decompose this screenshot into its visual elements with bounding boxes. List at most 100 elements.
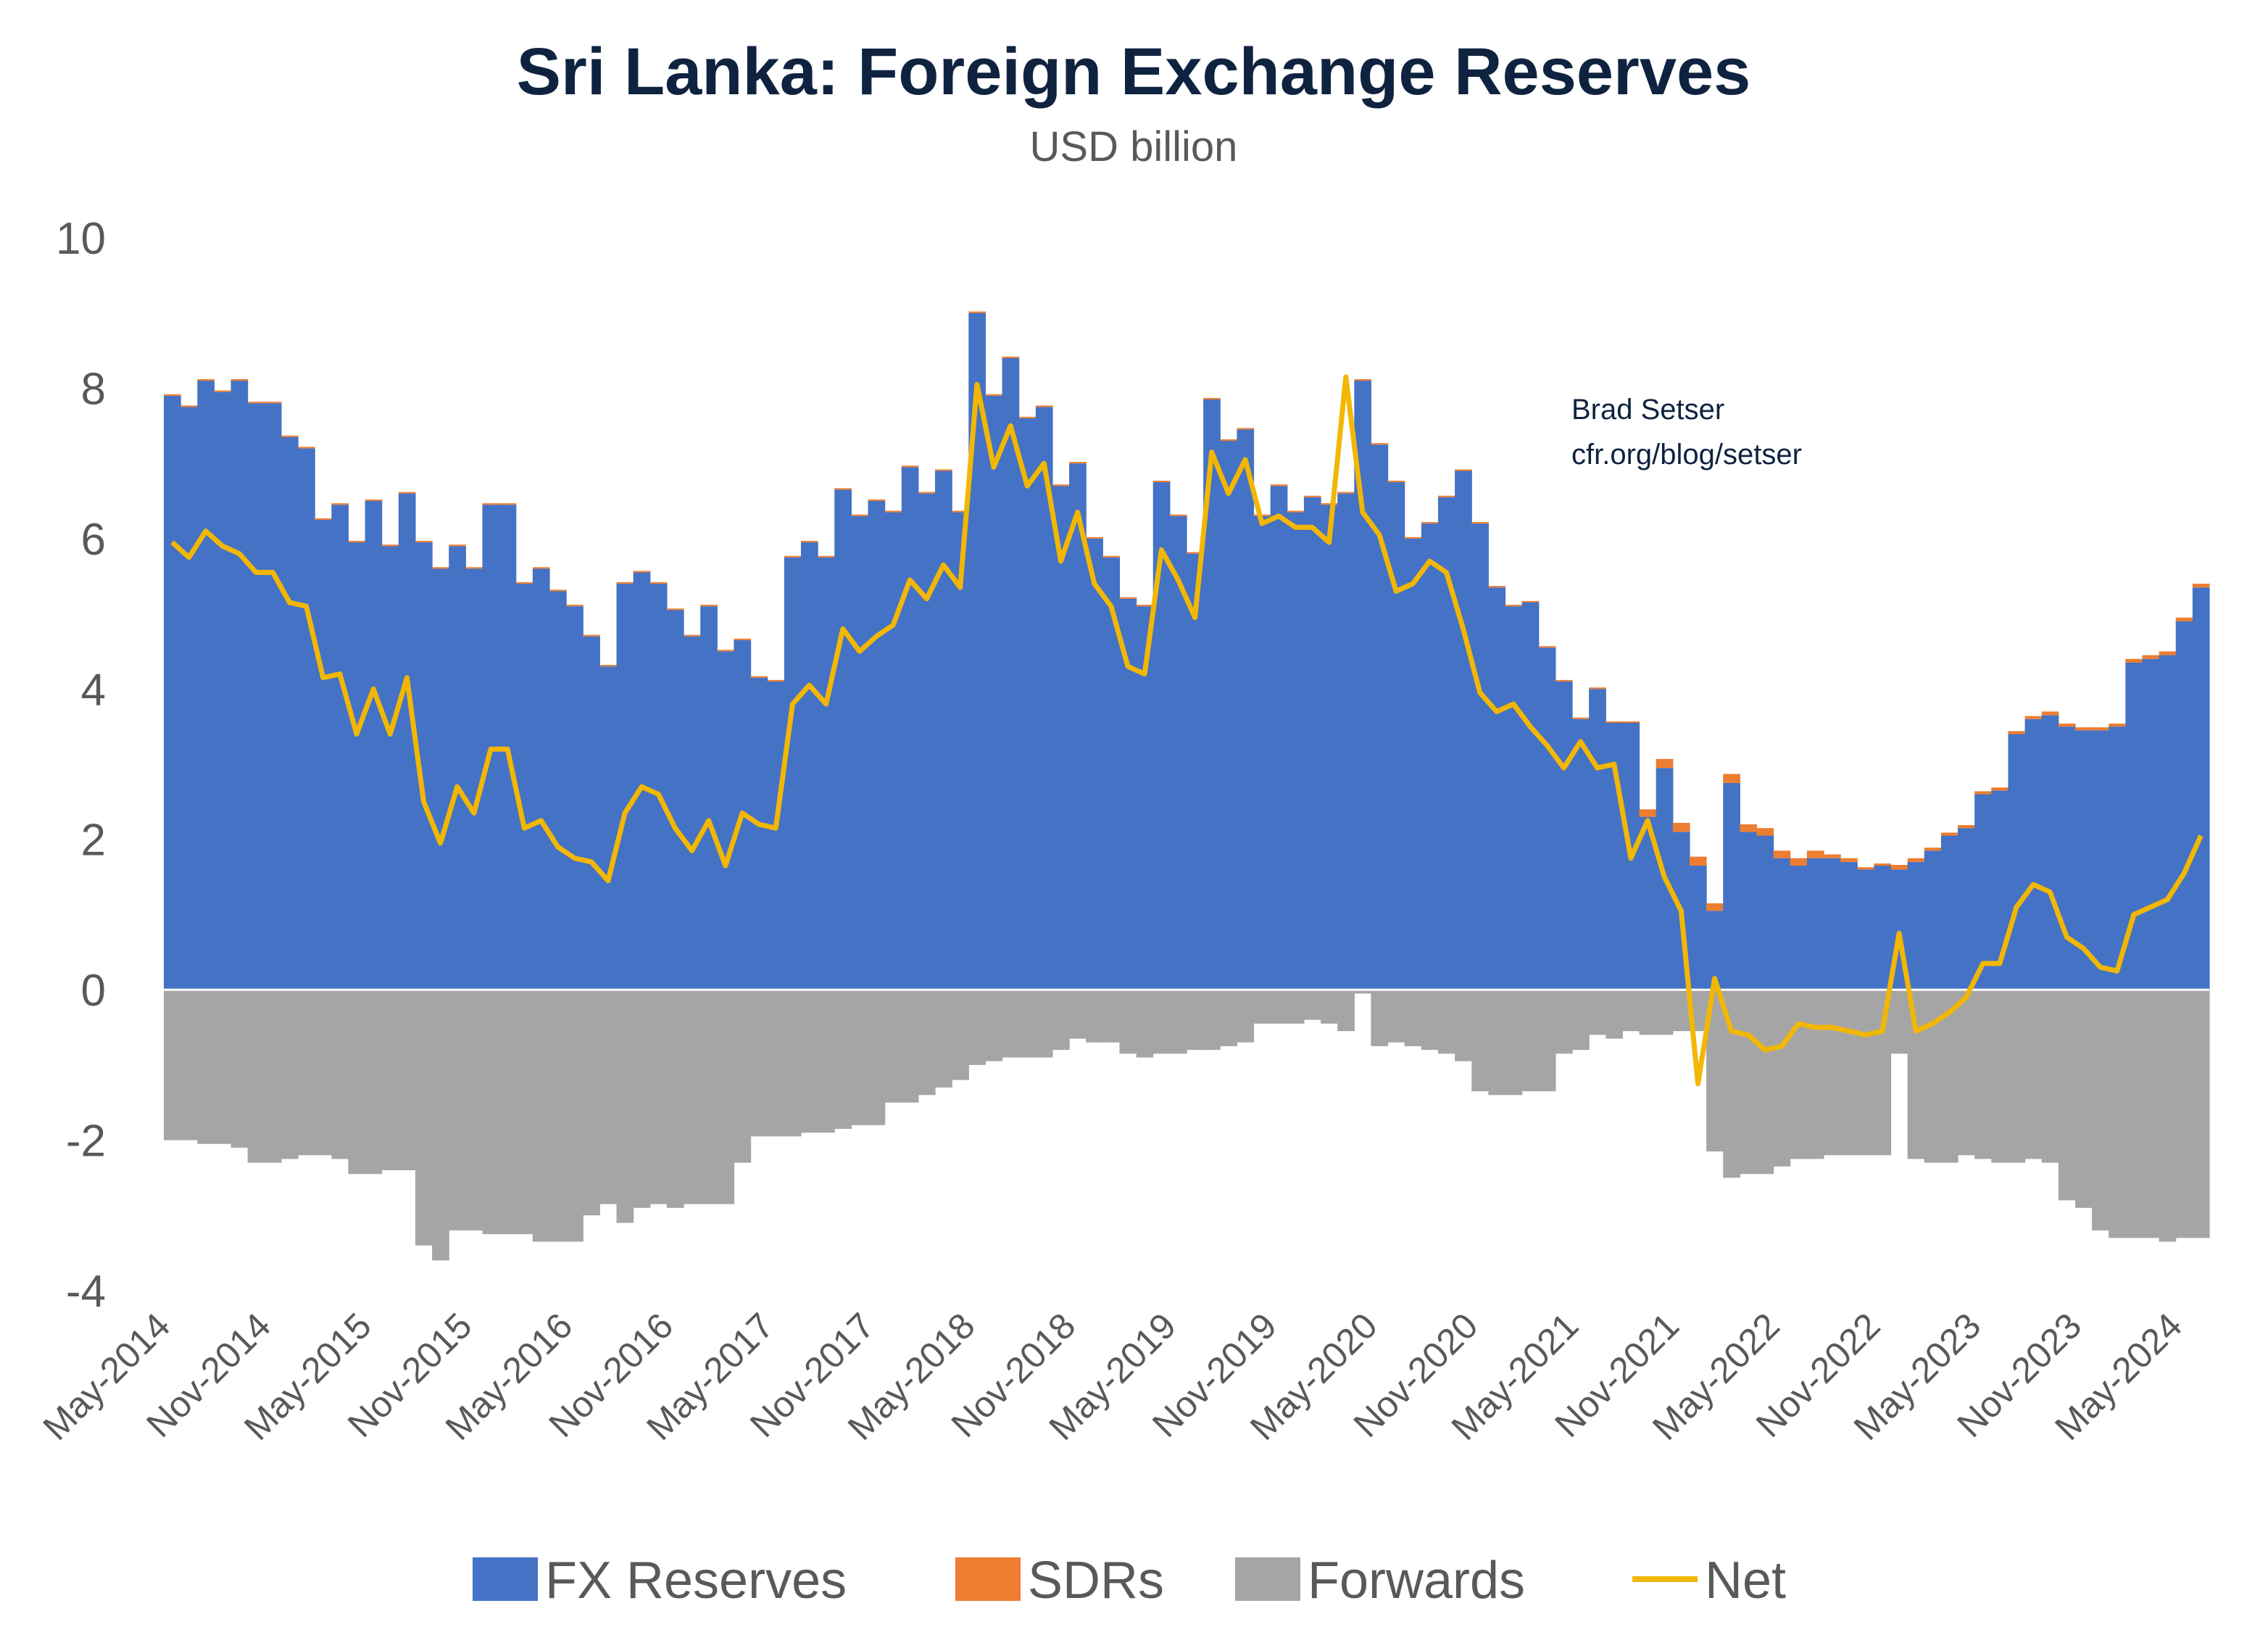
annotation-url: cfr.org/blog/setser xyxy=(1571,439,1802,471)
fx-reserves-bar xyxy=(432,568,449,990)
fx-reserves-bar xyxy=(2041,715,2059,990)
forwards-bar xyxy=(1303,990,1321,1020)
sdrs-bar xyxy=(398,492,416,494)
sdrs-bar xyxy=(1639,809,1657,817)
forwards-bar xyxy=(1756,990,1774,1175)
sdrs-bar xyxy=(449,544,466,547)
fx-reserves-bar xyxy=(1052,486,1070,990)
sdrs-bar xyxy=(684,634,701,637)
sdrs-bar xyxy=(1890,864,1908,870)
forwards-bar xyxy=(851,990,869,1125)
sdrs-bar xyxy=(767,679,785,682)
forwards-bar xyxy=(2159,990,2177,1242)
sdrs-bar xyxy=(1270,484,1288,486)
legend-swatch xyxy=(955,1557,1021,1601)
sdrs-bar xyxy=(1622,721,1640,723)
sdrs-bar xyxy=(1689,856,1707,866)
fx-reserves-bar xyxy=(1002,357,1020,990)
fx-reserves-bar xyxy=(868,501,886,990)
chart-title: Sri Lanka: Foreign Exchange Reserves xyxy=(517,35,1751,109)
sdrs-bar xyxy=(566,605,583,607)
sdrs-bar xyxy=(2041,711,2059,716)
sdrs-bar xyxy=(884,510,902,513)
sdrs-bar xyxy=(800,540,818,543)
legend-swatch xyxy=(1235,1557,1300,1601)
y-tick-label: 8 xyxy=(81,364,106,414)
y-tick-label: -4 xyxy=(66,1267,106,1317)
forwards-bar xyxy=(767,990,785,1137)
sdrs-bar xyxy=(432,567,449,569)
sdrs-bar xyxy=(818,555,835,558)
forwards-bar xyxy=(1874,990,1892,1156)
sdrs-bar xyxy=(1152,481,1171,483)
sdrs-bar xyxy=(918,492,936,494)
forwards-bar xyxy=(1672,990,1690,1032)
fx-reserves-bar xyxy=(800,542,818,990)
sdrs-bar xyxy=(1354,378,1372,381)
fx-reserves-bar xyxy=(901,467,919,990)
sdrs-bar xyxy=(1806,850,1824,858)
fx-reserves-bar xyxy=(1187,553,1204,990)
forwards-bar xyxy=(750,990,768,1137)
sdrs-bar xyxy=(515,582,533,584)
forwards-bar xyxy=(499,990,517,1235)
forwards-bar xyxy=(1136,990,1154,1058)
sdrs-bar xyxy=(1538,646,1556,648)
sdrs-bar xyxy=(1387,481,1405,483)
forwards-bar xyxy=(398,990,416,1171)
forwards-bar xyxy=(465,990,483,1231)
fx-reserves-bar xyxy=(281,436,299,990)
forwards-bar xyxy=(1455,990,1472,1061)
y-tick-label: 0 xyxy=(81,966,106,1016)
sdrs-bar xyxy=(1723,774,1740,783)
forwards-bar xyxy=(2024,990,2043,1159)
sdrs-bar xyxy=(1002,356,1020,358)
fx-reserves-bar xyxy=(1437,497,1455,990)
forwards-bar xyxy=(1622,990,1640,1032)
fx-reserves-bar xyxy=(1169,515,1187,990)
fx-reserves-bar xyxy=(247,403,265,990)
forwards-bar xyxy=(1940,990,1958,1163)
forwards-bar xyxy=(1018,990,1037,1058)
fx-reserves-bar xyxy=(884,512,902,990)
sdrs-bar xyxy=(1521,600,1540,603)
forwards-bar xyxy=(1052,990,1070,1051)
fx-reserves-bar xyxy=(1555,681,1573,990)
forwards-bar xyxy=(415,990,433,1246)
sdrs-bar xyxy=(1790,858,1808,866)
forwards-bar xyxy=(1169,990,1187,1054)
sdrs-bar xyxy=(1572,717,1590,719)
sdrs-bar xyxy=(331,503,349,505)
fx-reserves-bar xyxy=(1136,606,1154,990)
fx-reserves-bar xyxy=(1102,557,1121,990)
forwards-bar xyxy=(515,990,533,1235)
fx-reserves-bar xyxy=(1689,866,1707,990)
forwards-bar xyxy=(1521,990,1540,1092)
forwards-bar xyxy=(1337,990,1355,1032)
fx-reserves-bar xyxy=(1119,598,1137,990)
forwards-bar xyxy=(717,990,735,1204)
forwards-bar xyxy=(2008,990,2026,1163)
sdrs-bar xyxy=(1303,495,1321,497)
fx-reserves-bar xyxy=(1940,835,1958,990)
forwards-bar xyxy=(164,990,181,1140)
sdrs-bar xyxy=(281,435,299,437)
sdrs-bar xyxy=(264,402,282,404)
sdrs-bar xyxy=(2008,731,2026,734)
forwards-bar xyxy=(432,990,449,1261)
forwards-bar xyxy=(985,990,1003,1061)
forwards-bar xyxy=(1773,990,1791,1167)
forwards-bar xyxy=(968,990,986,1065)
forwards-bar xyxy=(1639,990,1657,1035)
y-tick-label: 2 xyxy=(81,816,106,866)
forwards-bar xyxy=(2092,990,2109,1231)
sdrs-bar xyxy=(1086,537,1103,539)
fx-reserves-bar xyxy=(818,557,835,990)
forwards-bar xyxy=(1287,990,1305,1024)
net-line-layer xyxy=(170,374,2203,1087)
forwards-bar xyxy=(800,990,818,1133)
sdrs-bar xyxy=(2159,651,2177,655)
sdrs-bar xyxy=(1421,522,1439,524)
sdrs-bar xyxy=(1756,828,1774,836)
fx-reserves-bar xyxy=(2109,726,2126,990)
